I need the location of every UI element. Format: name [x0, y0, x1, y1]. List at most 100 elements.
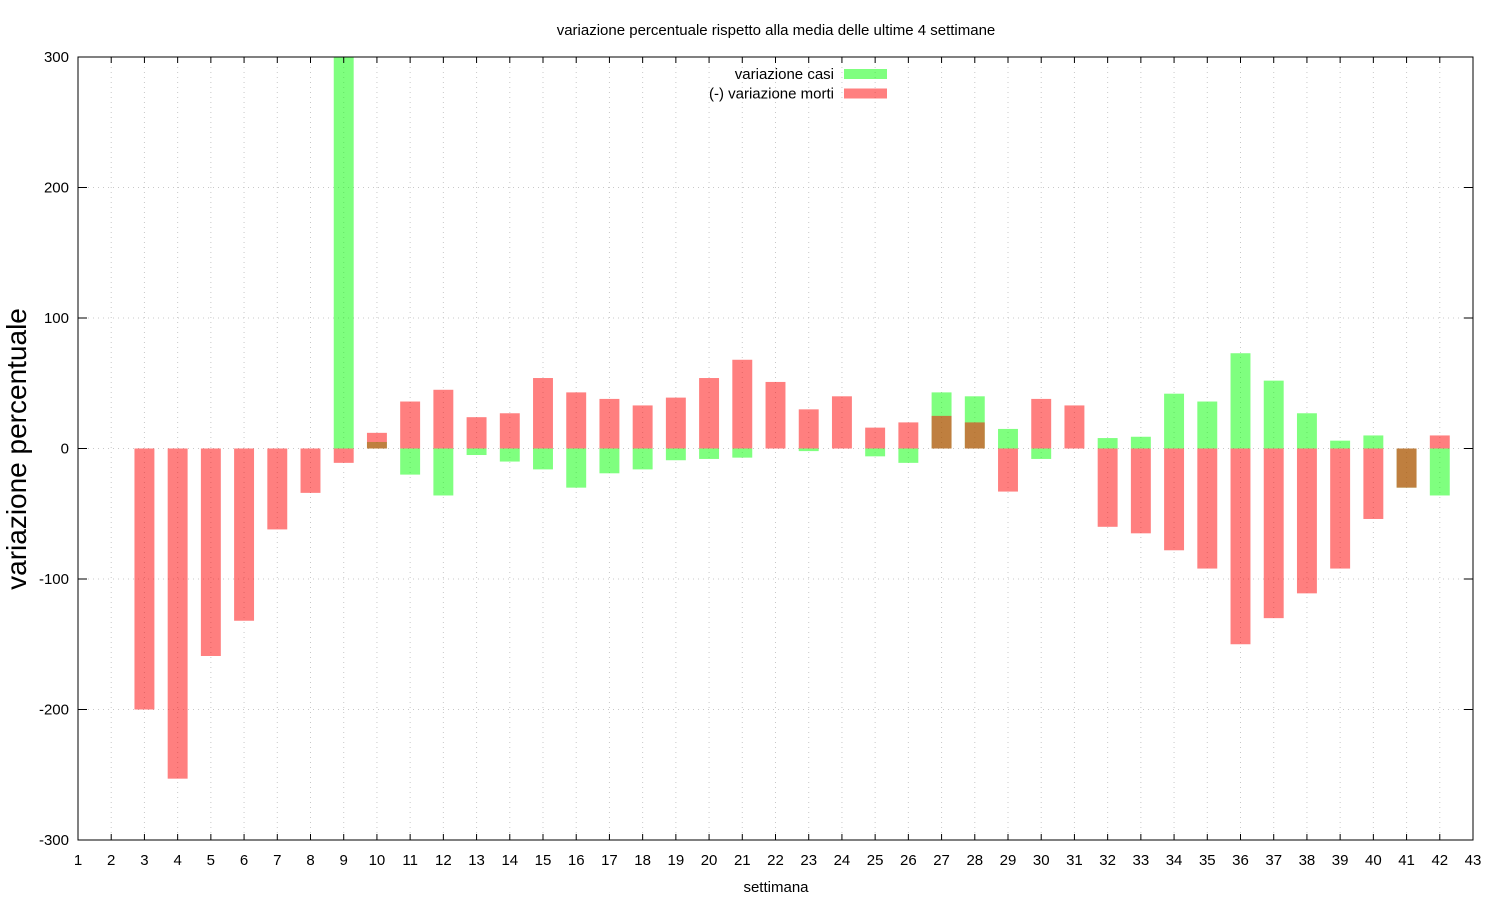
x-tick-label: 23: [800, 852, 817, 869]
x-tick-label: 34: [1166, 852, 1183, 869]
legend-entry-morti: (-) variazione morti: [709, 86, 834, 103]
x-tick-label: 29: [1000, 852, 1017, 869]
bar-variazione-morti: [1330, 448, 1351, 569]
bar-variazione-casi: [1296, 413, 1317, 449]
bar-variazione-morti: [964, 422, 985, 449]
bar-variazione-morti: [1396, 448, 1417, 488]
bar-variazione-casi: [1197, 401, 1218, 449]
bar-variazione-morti: [466, 417, 487, 449]
x-tick-label: 30: [1033, 852, 1050, 869]
bar-variazione-casi: [665, 448, 686, 461]
bar-variazione-morti: [732, 359, 753, 449]
y-tick-label: 0: [61, 441, 69, 458]
bar-variazione-casi: [1164, 393, 1185, 449]
x-axis-label: settimana: [743, 879, 809, 896]
bar-variazione-casi: [400, 448, 421, 475]
y-tick-label: 100: [44, 310, 69, 327]
bar-variazione-casi: [1263, 380, 1284, 449]
bar-variazione-morti: [1097, 448, 1118, 527]
legend-entry-casi: variazione casi: [735, 66, 834, 83]
bar-variazione-morti: [1296, 448, 1317, 594]
bar-variazione-morti: [931, 415, 952, 449]
x-tick-label: 37: [1265, 852, 1282, 869]
x-tick-label: 22: [767, 852, 784, 869]
x-tick-label: 35: [1199, 852, 1216, 869]
x-tick-label: 4: [173, 852, 181, 869]
x-tick-label: 8: [306, 852, 314, 869]
bar-variazione-morti: [566, 392, 587, 449]
x-tick-label: 1: [74, 852, 82, 869]
bar-variazione-casi: [732, 448, 753, 458]
x-tick-label: 20: [701, 852, 718, 869]
x-tick-label: 5: [207, 852, 215, 869]
bar-variazione-morti: [665, 397, 686, 449]
bar-variazione-morti: [134, 448, 155, 710]
bar-variazione-morti: [533, 378, 553, 449]
bar-variazione-casi: [1330, 440, 1351, 449]
x-tick-label: 39: [1332, 852, 1349, 869]
x-tick-label: 2: [107, 852, 115, 869]
bar-variazione-casi: [533, 448, 553, 470]
bar-variazione-morti: [898, 422, 919, 449]
x-tick-label: 9: [340, 852, 348, 869]
x-tick-label: 27: [933, 852, 950, 869]
y-tick-label: -300: [39, 832, 69, 849]
bar-variazione-morti: [400, 401, 421, 449]
legend: variazione casi (-) variazione morti: [709, 66, 887, 103]
x-tick-label: 11: [402, 852, 418, 869]
bar-variazione-casi: [865, 448, 886, 457]
chart-title: variazione percentuale rispetto alla med…: [557, 22, 996, 39]
x-tick-label: 18: [634, 852, 651, 869]
x-tick-label: 7: [273, 852, 281, 869]
x-tick-label: 16: [568, 852, 585, 869]
y-tick-label: 300: [44, 49, 69, 66]
bar-variazione-morti: [1429, 435, 1450, 449]
x-tick-label: 19: [668, 852, 685, 869]
bar-variazione-casi: [1031, 448, 1052, 459]
x-tick-label: 24: [834, 852, 851, 869]
bar-variazione-morti: [234, 448, 255, 621]
y-axis-label: variazione percentuale: [1, 308, 32, 590]
bar-variazione-morti: [333, 448, 354, 463]
bar-variazione-casi: [333, 57, 354, 449]
bar-variazione-casi: [798, 448, 819, 452]
x-tick-label: 32: [1099, 852, 1116, 869]
y-tick-label: -200: [39, 702, 69, 719]
x-tick-label: 43: [1465, 852, 1482, 869]
x-tick-label: 36: [1232, 852, 1249, 869]
bar-variazione-morti: [1230, 448, 1251, 645]
x-tick-label: 42: [1431, 852, 1448, 869]
x-tick-label: 3: [140, 852, 148, 869]
bar-variazione-casi: [433, 448, 454, 496]
bar-variazione-casi: [1130, 436, 1151, 449]
bar-variazione-morti: [998, 448, 1018, 492]
bar-variazione-morti: [632, 405, 653, 449]
legend-swatch-morti: [844, 88, 887, 99]
bar-variazione-morti: [200, 448, 221, 656]
bar-variazione-casi: [566, 448, 587, 488]
bar-variazione-morti: [1263, 448, 1284, 619]
bar-variazione-casi: [466, 448, 487, 456]
ticks-layer: 1 2 3 4 5 6 7 8 9 10 11 12 13 14 15 16 17 18 19 20 21 22 23 24 2…: [39, 49, 1481, 869]
bar-variazione-casi: [1097, 438, 1118, 449]
x-tick-label: 17: [601, 852, 618, 869]
bar-variazione-morti: [1164, 448, 1185, 551]
x-tick-label: 6: [240, 852, 248, 869]
bars-layer: [134, 57, 1450, 779]
bar-variazione-morti: [865, 427, 886, 449]
bar-variazione-morti: [1130, 448, 1151, 534]
bar-variazione-morti: [167, 448, 188, 779]
bar-variazione-casi: [898, 448, 919, 463]
bar-variazione-morti: [1197, 448, 1218, 569]
x-tick-label: 40: [1365, 852, 1382, 869]
x-tick-label: 31: [1066, 852, 1083, 869]
bar-variazione-morti: [765, 381, 786, 449]
bar-variazione-morti: [599, 398, 620, 449]
x-tick-label: 28: [966, 852, 983, 869]
bar-variazione-casi: [1230, 353, 1251, 449]
x-tick-label: 12: [435, 852, 452, 869]
bar-variazione-casi: [1363, 435, 1384, 449]
x-tick-label: 26: [900, 852, 917, 869]
bar-variazione-casi: [998, 428, 1018, 449]
bar-variazione-morti: [699, 378, 720, 449]
